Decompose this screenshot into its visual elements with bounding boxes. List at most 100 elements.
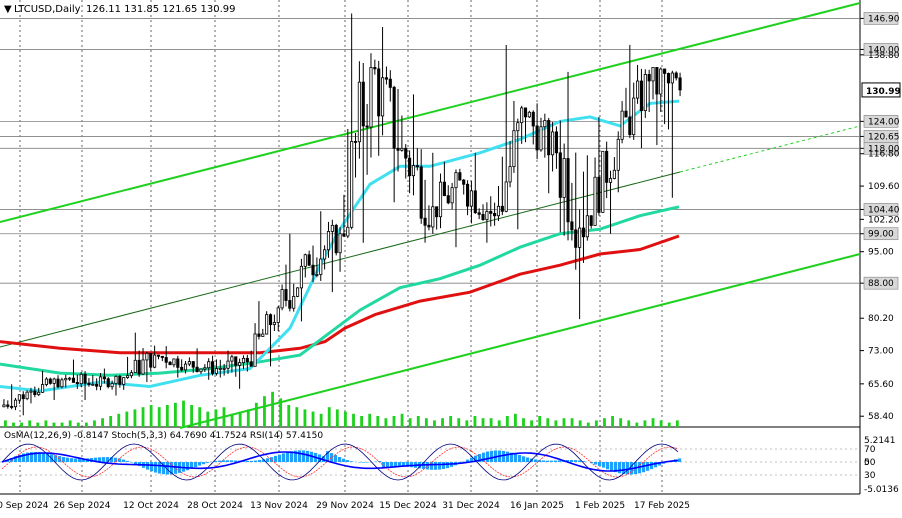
osma-bar [282,453,285,462]
osma-bar [258,460,261,462]
candle-body [389,79,391,87]
candle-body [204,368,206,369]
candle-body [362,82,364,126]
candle-body [181,367,183,370]
candle-body [153,355,155,367]
candle-body [633,98,635,135]
candle-body [536,126,538,150]
osma-bar [554,461,557,462]
volume-bar [441,418,444,427]
candle-body [196,367,198,371]
volume-bar [312,412,315,427]
candle-body [613,170,615,178]
candle-body [238,363,240,366]
osma-bar [330,453,333,462]
volume-bar [571,418,574,427]
candle-body [393,87,395,148]
candle-body [227,361,229,368]
candle-body [466,184,468,206]
candle-body [165,357,167,362]
candle-body [134,360,136,372]
osma-bar [486,452,489,462]
volume-bar [28,420,31,427]
candle-body [432,207,434,227]
volume-bar [376,416,379,427]
volume-bar [158,407,161,427]
candle-body [378,69,380,116]
volume-bar [644,420,647,427]
osma-bar [62,457,65,462]
volume-bar [490,418,493,427]
volume-bar [239,412,242,427]
osma-bar [594,462,597,465]
volume-bar [344,412,347,427]
candle-body [540,127,542,150]
candle-body [443,182,445,196]
candle-body [470,191,472,206]
candle-body [663,69,665,73]
candle-body [347,227,349,236]
candle-body [675,73,677,78]
volume-bar [393,416,396,427]
candle-body [11,406,13,407]
candle-body [629,117,631,135]
candle-body [246,358,248,361]
candle-body [486,211,488,219]
symbol-label: LTCUSD,Daily [14,4,81,15]
volume-bar [449,416,452,427]
candle-body [335,225,337,252]
candle-body [258,334,260,336]
volume-bar [635,423,638,427]
osma-bar [646,462,649,471]
candle-body [250,362,252,366]
candle-body [343,234,345,236]
volume-bar [627,420,630,427]
candle-body [111,384,113,387]
volume-bar [417,416,420,427]
candle-body [177,359,179,367]
osma-bar [410,462,413,467]
volume-bar [433,420,436,427]
candle-body [103,377,105,379]
candle-body [14,400,16,407]
volume-bar [231,414,234,427]
candle-body [331,225,333,231]
osma-bar [66,458,69,462]
candle-body [401,148,403,150]
candle-body [428,225,430,227]
candle-body [285,290,287,301]
candle-body [281,290,283,308]
candle-body [451,188,453,203]
date-label: 1 Feb 2025 [575,501,625,511]
osma-bar [534,459,537,462]
osma-bar [446,462,449,468]
candle-body [169,362,171,364]
candle-body [521,108,523,123]
candle-body [490,211,492,213]
volume-bar [352,414,355,427]
volume-bar [44,420,47,427]
volume-bar [198,407,201,427]
candle-body [354,141,356,142]
osma-bar [442,462,445,469]
candle-body [76,382,78,383]
candle-body [532,112,534,126]
candle-body [49,379,51,383]
candle-body [551,132,553,155]
osma-bar [186,462,189,470]
candle-body [667,73,669,82]
volume-bar [4,420,7,427]
volume-bar [611,416,614,427]
candle-body [652,67,654,80]
osma-bar [194,462,197,467]
candle-body [53,379,55,383]
symbol-dropdown-icon[interactable]: ▼ [4,4,12,15]
volume-bar [546,418,549,427]
candle-body [509,167,511,182]
osma-bar [42,453,45,462]
osma-bar [574,460,577,462]
volume-bar [320,414,323,427]
candle-body [68,378,70,379]
